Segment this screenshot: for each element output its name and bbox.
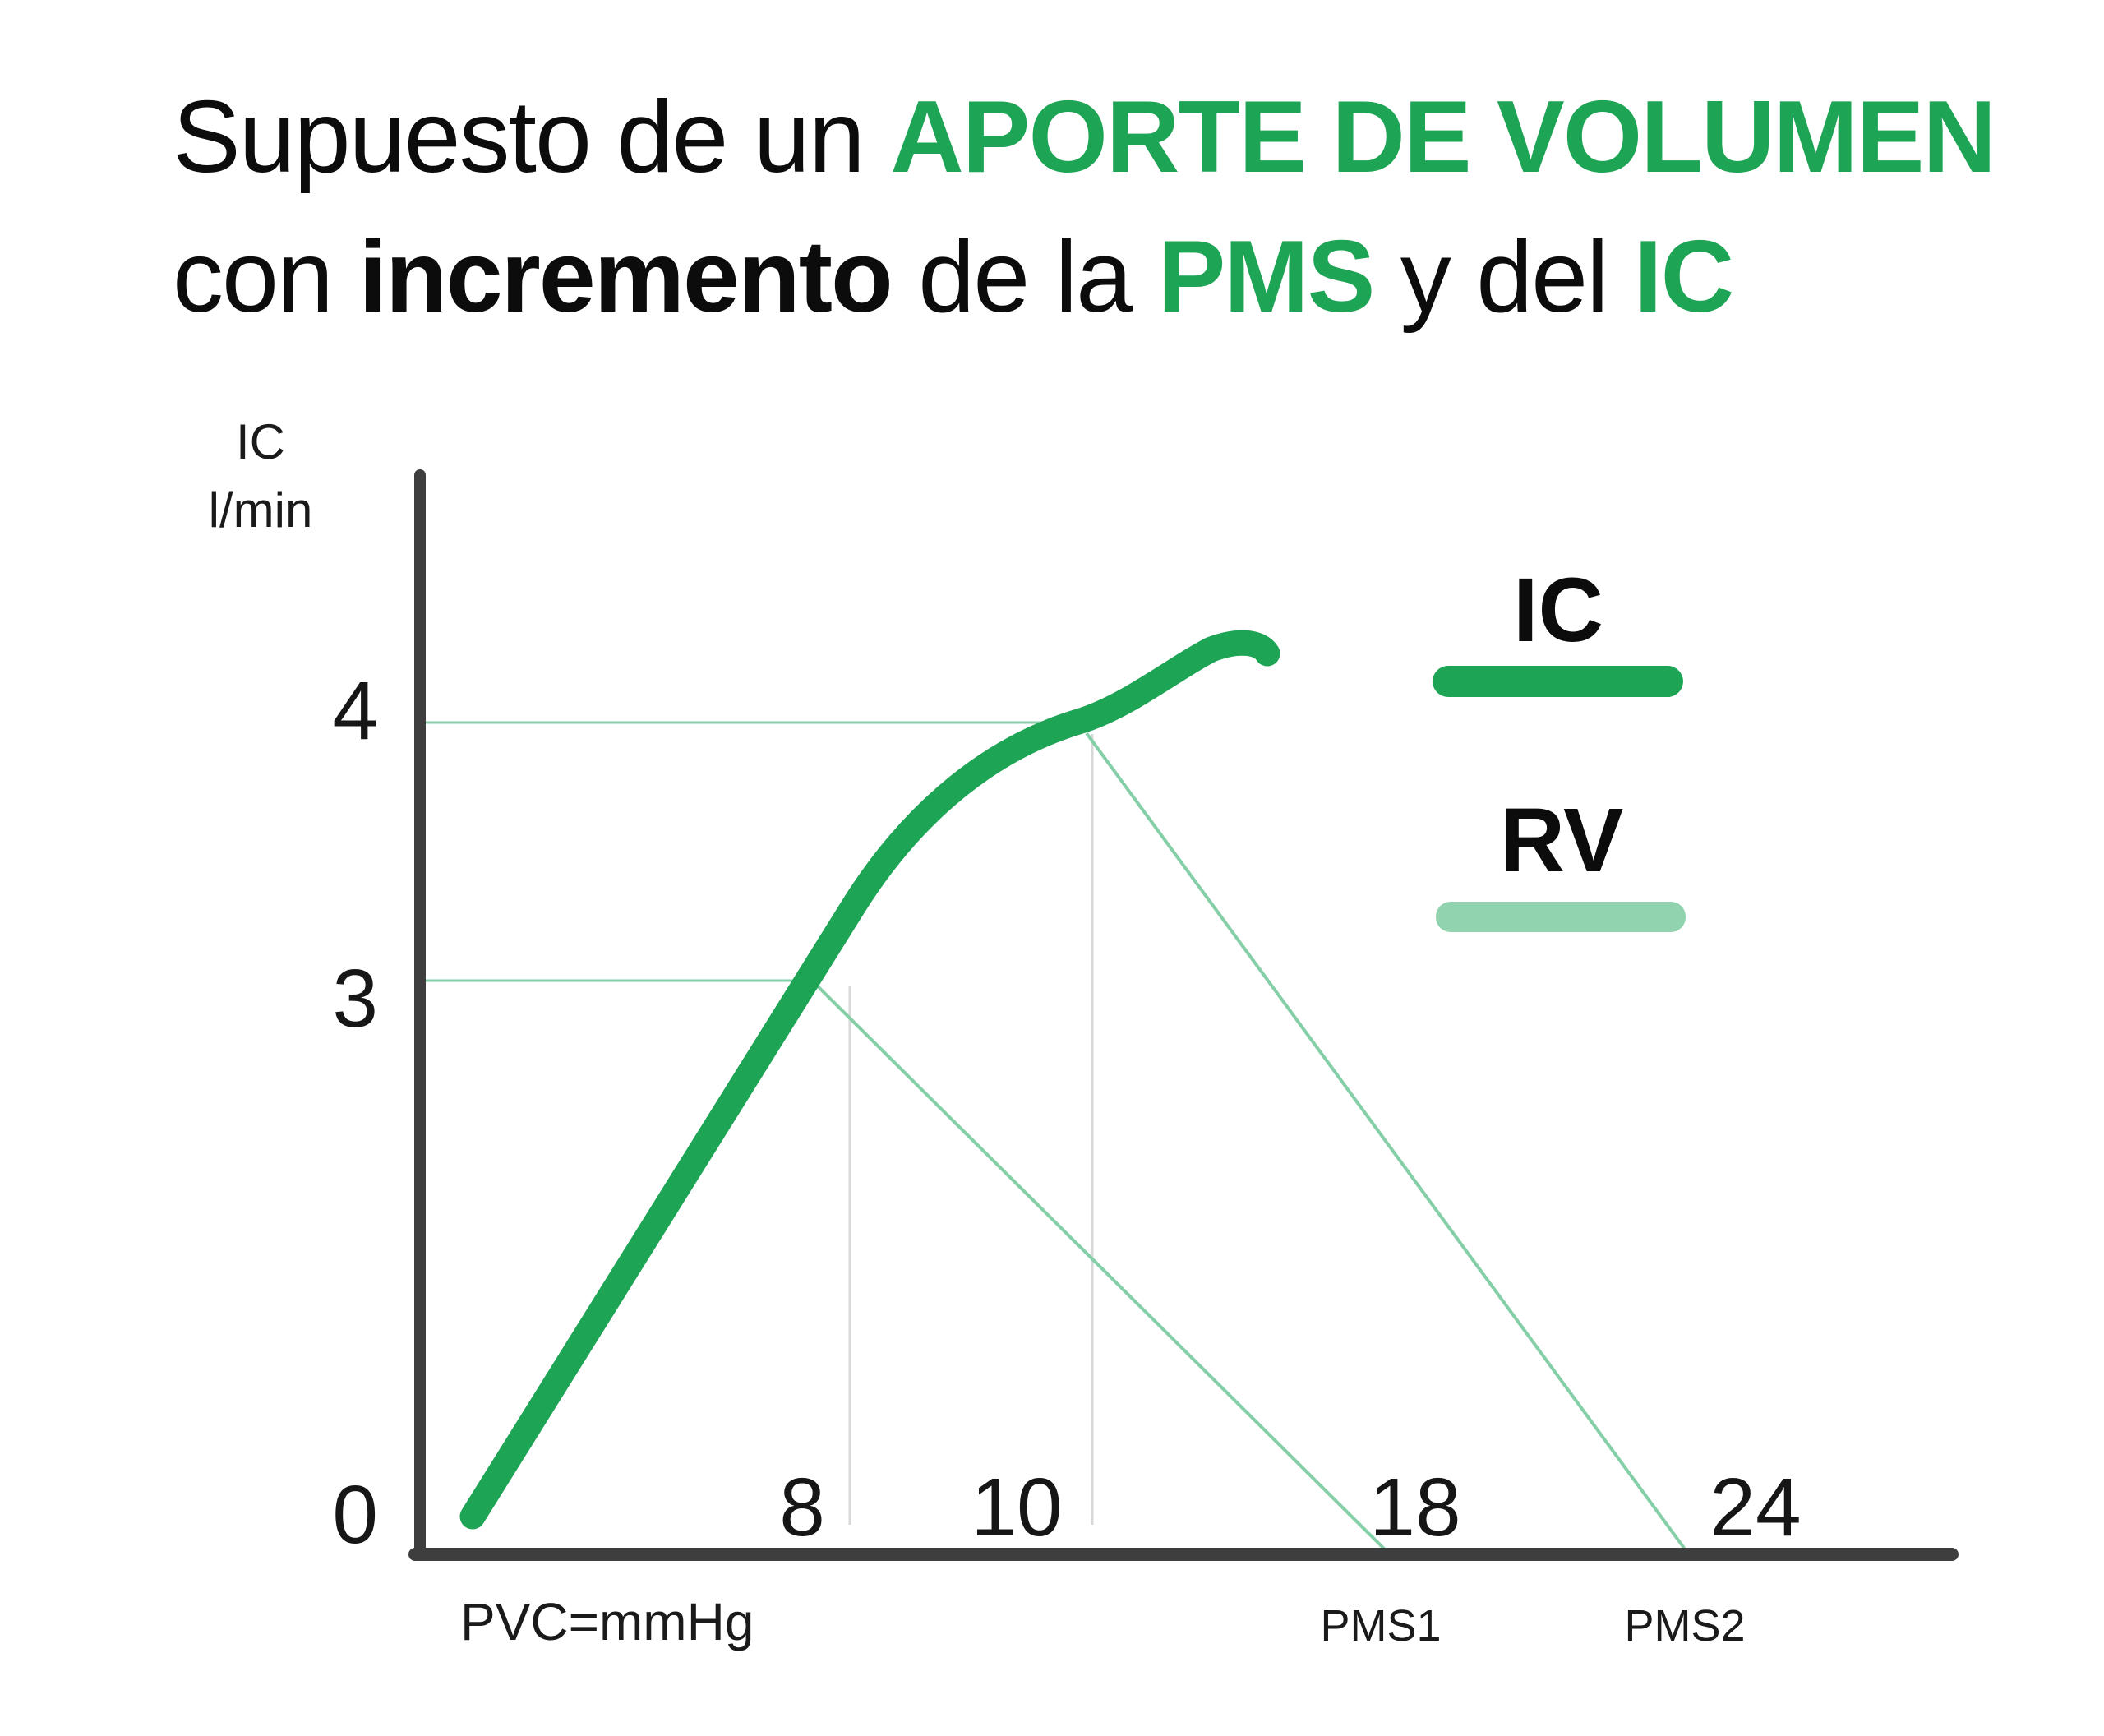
rv-line-pms1 bbox=[814, 983, 1391, 1555]
pms2-label: PMS2 bbox=[1624, 1601, 1746, 1651]
y-axis-title-line2: l/min bbox=[208, 482, 313, 538]
title-line-1: Supuesto de un APORTE DE VOLUMEN bbox=[173, 67, 1996, 207]
title-seg-green-aporte: APORTE DE VOLUMEN bbox=[890, 81, 1996, 194]
title-seg-regular-2: con bbox=[173, 220, 359, 334]
y-tick-3: 3 bbox=[332, 953, 378, 1045]
legend-rv-swatch bbox=[1436, 902, 1686, 932]
rv-line-pms2 bbox=[1085, 732, 1690, 1555]
pms1-label: PMS1 bbox=[1320, 1601, 1442, 1651]
legend-ic-swatch bbox=[1433, 666, 1683, 697]
title-seg-green-pms: PMS bbox=[1157, 220, 1376, 334]
ic-curve bbox=[459, 630, 1280, 1530]
x-tick-8: 8 bbox=[779, 1461, 825, 1554]
x-tick-24: 24 bbox=[1710, 1461, 1802, 1554]
title-seg-green-ic: IC bbox=[1634, 220, 1734, 334]
title-line-2: con incremento de la PMS y del IC bbox=[173, 207, 1995, 347]
title-seg-regular-3: de la bbox=[891, 220, 1158, 334]
chart-title: Supuesto de un APORTE DE VOLUMEN con inc… bbox=[173, 67, 1996, 347]
x-axis-caption: PVC=mmHg bbox=[460, 1592, 754, 1651]
legend-rv-label: RV bbox=[1499, 790, 1624, 891]
title-seg-bold-incremento: incremento bbox=[358, 220, 893, 334]
x-tick-10: 10 bbox=[971, 1461, 1063, 1554]
y-axis-title-line1: IC bbox=[236, 414, 285, 469]
y-tick-4: 4 bbox=[332, 665, 378, 757]
title-seg-regular-4: y del bbox=[1373, 220, 1635, 334]
legend-ic-label: IC bbox=[1513, 560, 1603, 661]
title-seg-regular-1: Supuesto de un bbox=[173, 81, 891, 194]
y-tick-0: 0 bbox=[332, 1469, 378, 1561]
x-tick-18: 18 bbox=[1369, 1461, 1461, 1554]
